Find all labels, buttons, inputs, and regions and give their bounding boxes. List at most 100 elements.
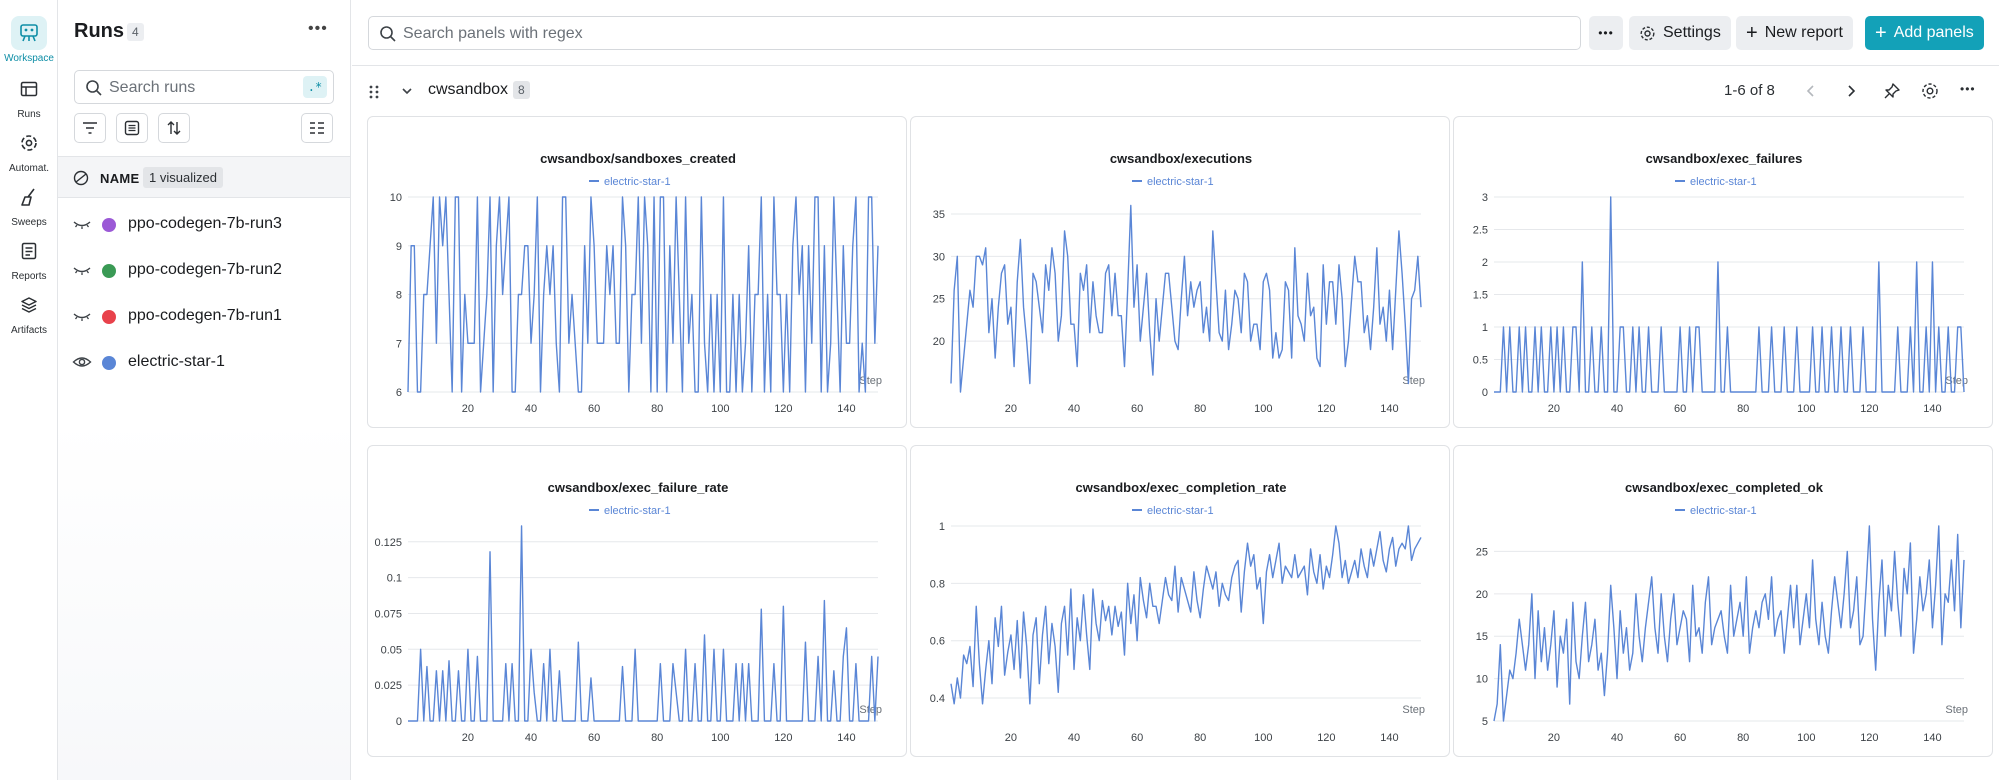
y-tick-label: 0.8 (930, 578, 945, 590)
add-panels-button[interactable]: + Add panels (1865, 16, 1984, 50)
series-line (407, 196, 879, 393)
runs-search-input[interactable]: Search runs .* (74, 70, 334, 104)
x-tick-label: 120 (1317, 732, 1335, 744)
sort-button[interactable] (158, 113, 190, 143)
run-name[interactable]: ppo-codegen-7b-run1 (128, 307, 282, 324)
rail-item-reports[interactable]: Reports (0, 234, 58, 282)
x-tick-label: 120 (774, 403, 792, 415)
run-name[interactable]: electric-star-1 (128, 353, 225, 370)
x-tick-label: 60 (588, 403, 600, 415)
pin-icon[interactable] (1882, 81, 1902, 101)
filter-icon (83, 122, 97, 134)
sweeps-icon (11, 180, 47, 214)
x-tick-label: 100 (1254, 732, 1272, 744)
chevron-down-icon[interactable] (400, 84, 414, 98)
chart-panel[interactable]: cwsandbox/sandboxes_created electric-star… (367, 116, 907, 428)
chart-panel[interactable]: cwsandbox/exec_completed_ok electric-star… (1453, 445, 1993, 757)
runs-table-header: NAME 1 visualized (58, 156, 350, 198)
search-placeholder: Search runs (109, 79, 196, 96)
settings-button[interactable]: Settings (1629, 16, 1731, 50)
gear-icon[interactable] (1920, 81, 1940, 101)
drag-handle-icon[interactable] (368, 84, 380, 100)
chart-panel[interactable]: cwsandbox/exec_failures electric-star-1 0 0… (1453, 116, 1993, 428)
eye-closed-icon[interactable] (72, 262, 92, 278)
x-tick-label: 140 (837, 732, 855, 744)
name-column-header[interactable]: NAME (100, 171, 140, 186)
y-tick-label: 7 (396, 338, 402, 350)
x-tick-label: 40 (1068, 732, 1080, 744)
rail-item-workspace[interactable]: Workspace (0, 16, 58, 64)
more-options-button[interactable]: ••• (1589, 16, 1623, 50)
runs-icon (11, 72, 47, 106)
runs-title: Runs (74, 20, 124, 42)
run-row[interactable]: electric-star-1 (58, 344, 350, 380)
columns-button[interactable] (301, 113, 333, 143)
x-tick-label: 20 (462, 403, 474, 415)
run-name[interactable]: ppo-codegen-7b-run2 (128, 261, 282, 278)
visualized-badge: 1 visualized (143, 167, 223, 188)
x-tick-label: 140 (1923, 403, 1941, 415)
chart-panel[interactable]: cwsandbox/exec_completion_rate electric-s… (910, 445, 1450, 757)
eye-closed-icon[interactable] (72, 308, 92, 324)
x-tick-label: 40 (525, 403, 537, 415)
x-tick-label: 80 (651, 403, 663, 415)
rail-item-artifacts[interactable]: Artifacts (0, 288, 58, 336)
plus-icon: + (1875, 22, 1887, 44)
x-axis-label: Step (859, 375, 882, 387)
y-tick-label: 9 (396, 241, 402, 253)
y-tick-label: 0.05 (381, 644, 402, 656)
plus-icon: + (1746, 22, 1758, 44)
x-tick-label: 80 (1737, 732, 1749, 744)
visibility-toggle-icon[interactable] (72, 170, 90, 186)
x-tick-label: 120 (774, 732, 792, 744)
x-tick-label: 40 (1611, 732, 1623, 744)
new-report-button[interactable]: + New report (1736, 16, 1853, 50)
rail-item-runs[interactable]: Runs (0, 72, 58, 120)
eye-closed-icon[interactable] (72, 216, 92, 232)
eye-open-icon[interactable] (72, 354, 92, 370)
run-row[interactable]: ppo-codegen-7b-run3 (58, 206, 350, 242)
y-tick-label: 8 (396, 290, 402, 302)
legend-label: electric-star-1 (1690, 176, 1757, 188)
y-tick-label: 0.5 (1473, 355, 1488, 367)
legend-label: electric-star-1 (1690, 505, 1757, 517)
x-tick-label: 60 (1674, 732, 1686, 744)
rail-item-automations[interactable]: Automat. (0, 126, 58, 174)
y-tick-label: 6 (396, 387, 402, 399)
x-tick-label: 100 (1254, 403, 1272, 415)
chart-panel[interactable]: cwsandbox/exec_failure_rate electric-star… (367, 445, 907, 757)
regex-toggle[interactable]: .* (303, 76, 327, 98)
line-chart: cwsandbox/exec_failures electric-star-1 0 0… (1473, 151, 1968, 415)
y-tick-label: 25 (1476, 546, 1488, 558)
run-name[interactable]: ppo-codegen-7b-run3 (128, 215, 282, 232)
x-tick-label: 20 (1005, 732, 1017, 744)
x-tick-label: 80 (1194, 403, 1206, 415)
line-chart: cwsandbox/sandboxes_created electric-star… (390, 151, 882, 415)
x-tick-label: 120 (1317, 403, 1335, 415)
x-tick-label: 100 (711, 403, 729, 415)
group-button[interactable] (116, 113, 148, 143)
x-axis-label: Step (1945, 704, 1968, 716)
run-row[interactable]: ppo-codegen-7b-run2 (58, 252, 350, 288)
chart-title: cwsandbox/exec_failures (1646, 151, 1803, 166)
y-tick-label: 1 (939, 521, 945, 533)
group-icon (124, 120, 140, 136)
chart-panel[interactable]: cwsandbox/executions electric-star-1 20 25 3… (910, 116, 1450, 428)
rail-item-sweeps[interactable]: Sweeps (0, 180, 58, 228)
section-title[interactable]: cwsandbox (428, 81, 509, 98)
x-tick-label: 120 (1860, 403, 1878, 415)
y-tick-label: 0.075 (374, 608, 402, 620)
filter-button[interactable] (74, 113, 106, 143)
run-row[interactable]: ppo-codegen-7b-run1 (58, 298, 350, 334)
more-options-icon[interactable]: ••• (308, 20, 328, 37)
chevron-right-icon[interactable] (1844, 84, 1858, 98)
line-chart: cwsandbox/exec_failure_rate electric-star… (374, 480, 882, 744)
more-options-icon[interactable]: ••• (1960, 82, 1976, 96)
chevron-left-icon[interactable] (1804, 84, 1818, 98)
legend-label: electric-star-1 (1147, 176, 1214, 188)
legend-label: electric-star-1 (1147, 505, 1214, 517)
panel-search-input[interactable]: Search panels with regex (368, 16, 1581, 50)
rail-label: Automat. (8, 163, 50, 174)
legend-label: electric-star-1 (604, 505, 671, 517)
x-tick-label: 60 (1131, 403, 1143, 415)
